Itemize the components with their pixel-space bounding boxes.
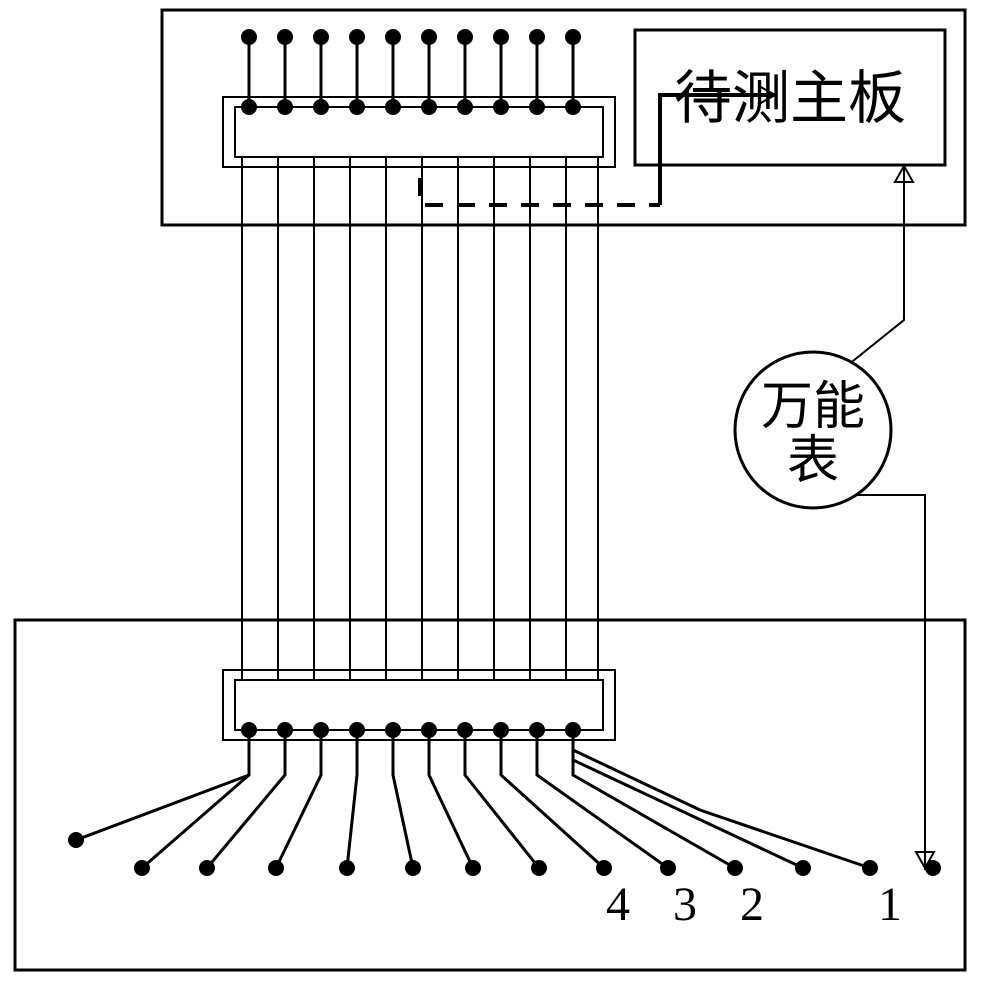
bottom-pad-dot [660, 860, 676, 876]
bottom-pad-dot [862, 860, 878, 876]
top-pin-dot [565, 29, 581, 45]
pad-number-label: 3 [673, 878, 697, 931]
bottom-pad-dot [596, 860, 612, 876]
bottom-pad-dot [465, 860, 481, 876]
top-connector-dot [277, 99, 293, 115]
pad-number-label: 2 [740, 878, 764, 931]
top-connector-dot [421, 99, 437, 115]
top-connector-dot [493, 99, 509, 115]
bottom-pad-dot [199, 860, 215, 876]
bottom-pad-dot [339, 860, 355, 876]
top-connector-dot [349, 99, 365, 115]
pad-number-label: 4 [606, 878, 630, 931]
bottom-pad-dot [405, 860, 421, 876]
diagram-svg: 待测主板 432 1 万能表 [0, 0, 987, 983]
multimeter-label-2: 表 [787, 433, 839, 490]
fanout-line [501, 730, 604, 868]
fanout-line [347, 730, 357, 868]
internal-dashed-wire [420, 178, 660, 205]
top-connector-dot [241, 99, 257, 115]
schematic-diagram: 待测主板 432 1 万能表 [0, 0, 987, 983]
multimeter-label-1: 万能 [761, 379, 865, 436]
fanout-line [393, 730, 413, 868]
top-connector-dot [529, 99, 545, 115]
top-connector-dot [565, 99, 581, 115]
bottom-pad-dot [268, 860, 284, 876]
fanout-line [276, 730, 321, 868]
top-pin-dot [241, 29, 257, 45]
bottom-pad-dot [727, 860, 743, 876]
top-pin-dot [457, 29, 473, 45]
fanout-line-extra [76, 775, 249, 840]
top-connector-dot [313, 99, 329, 115]
top-pin-dot [529, 29, 545, 45]
fanout-line [142, 730, 249, 868]
top-pin-dot [385, 29, 401, 45]
top-pin-dot [313, 29, 329, 45]
fanout-line [537, 730, 668, 868]
top-connector-dot [457, 99, 473, 115]
top-pin-dot [277, 29, 293, 45]
meter-lead-bottom [857, 495, 925, 870]
meter-lead-top [848, 166, 904, 365]
dut-board-label: 待测主板 [674, 66, 906, 131]
pad-number-label: 1 [878, 878, 902, 931]
bottom-pad-dot [68, 832, 84, 848]
bottom-pad-dot [134, 860, 150, 876]
top-pin-dot [421, 29, 437, 45]
fanout-line-r1 [573, 760, 803, 868]
bottom-pad-dot [531, 860, 547, 876]
fanout-line [207, 730, 285, 868]
top-pin-dot [493, 29, 509, 45]
fanout-line-r2 [573, 750, 870, 868]
top-connector-dot [385, 99, 401, 115]
top-pin-dot [349, 29, 365, 45]
bottom-pad-dot [795, 860, 811, 876]
